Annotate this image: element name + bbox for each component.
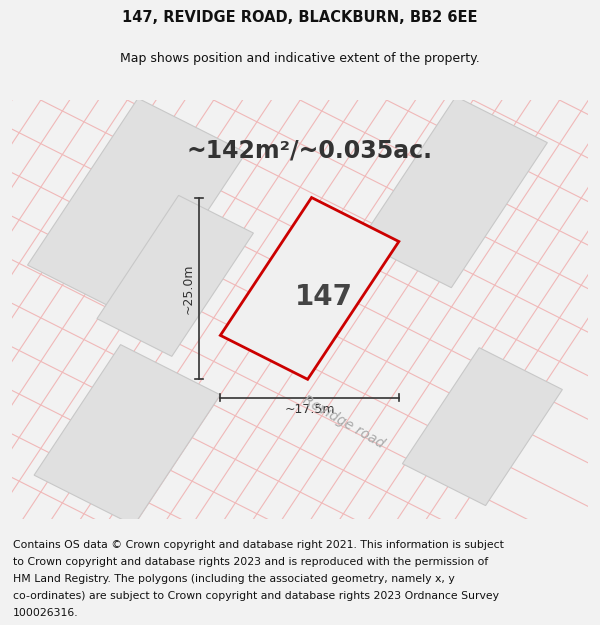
Text: Revidge road: Revidge road <box>300 393 386 451</box>
Text: Map shows position and indicative extent of the property.: Map shows position and indicative extent… <box>120 52 480 65</box>
Text: 147, REVIDGE ROAD, BLACKBURN, BB2 6EE: 147, REVIDGE ROAD, BLACKBURN, BB2 6EE <box>122 9 478 24</box>
Text: ~142m²/~0.035ac.: ~142m²/~0.035ac. <box>187 138 433 162</box>
Polygon shape <box>28 98 246 319</box>
Polygon shape <box>97 196 253 356</box>
Text: Contains OS data © Crown copyright and database right 2021. This information is : Contains OS data © Crown copyright and d… <box>13 540 504 550</box>
Text: ~25.0m: ~25.0m <box>181 263 194 314</box>
Polygon shape <box>34 344 220 526</box>
Text: co-ordinates) are subject to Crown copyright and database rights 2023 Ordnance S: co-ordinates) are subject to Crown copyr… <box>13 591 499 601</box>
Text: 147: 147 <box>295 282 353 311</box>
Polygon shape <box>360 97 547 288</box>
Polygon shape <box>403 348 562 506</box>
Text: HM Land Registry. The polygons (including the associated geometry, namely x, y: HM Land Registry. The polygons (includin… <box>13 574 455 584</box>
Text: to Crown copyright and database rights 2023 and is reproduced with the permissio: to Crown copyright and database rights 2… <box>13 557 488 567</box>
Text: ~17.5m: ~17.5m <box>284 403 335 416</box>
Text: 100026316.: 100026316. <box>13 608 79 618</box>
Polygon shape <box>220 198 399 379</box>
